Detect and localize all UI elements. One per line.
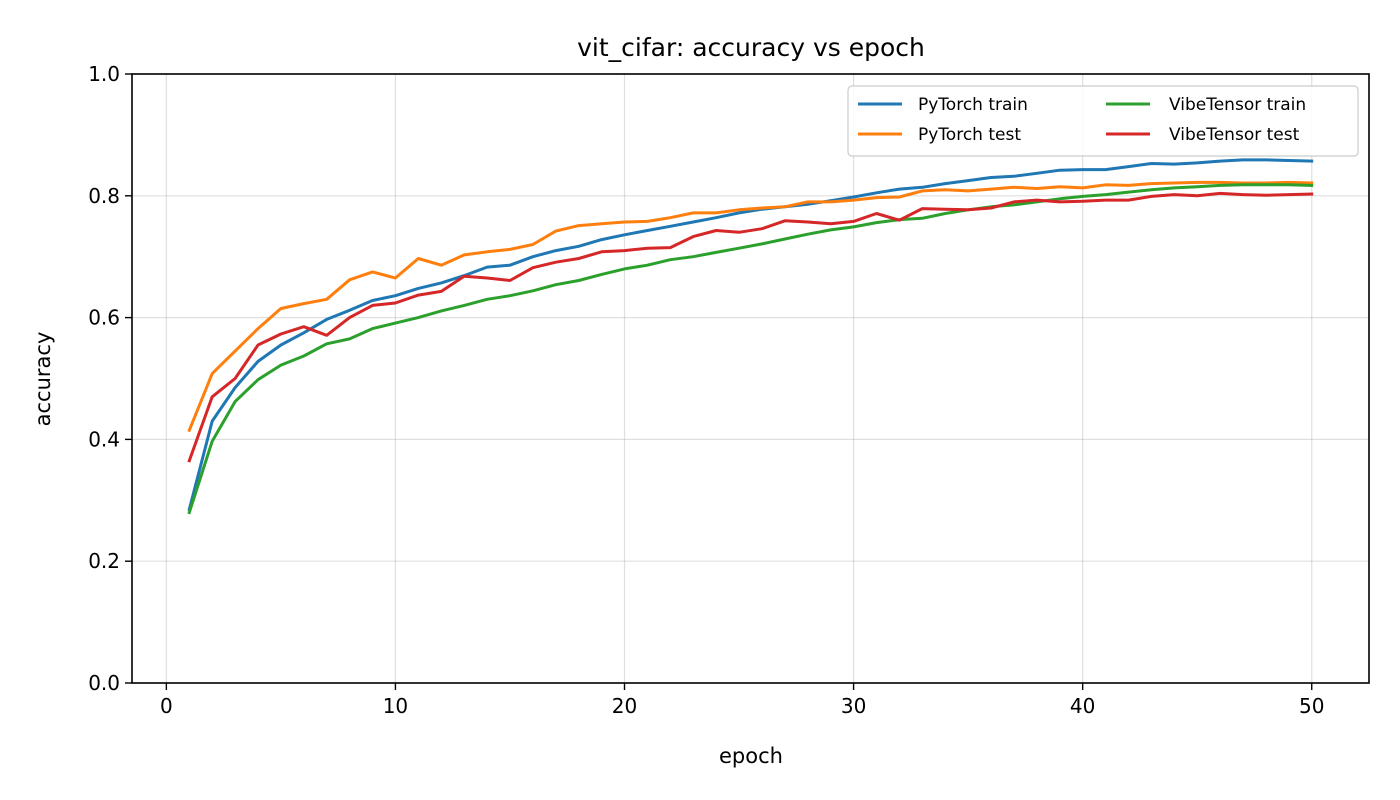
chart-title: vit_cifar: accuracy vs epoch (577, 33, 925, 62)
x-axis-label: epoch (719, 744, 783, 768)
legend-box (847, 85, 1359, 157)
y-tick-label: 0.2 (88, 549, 120, 573)
y-tick-label: 0.6 (88, 306, 120, 330)
gridlines (132, 73, 1369, 684)
y-tick-label: 0.0 (88, 671, 120, 695)
axis-ticks: 0 10 20 30 40 50 0.0 0.2 0.4 0.6 0.8 1.0 (88, 62, 1324, 718)
legend-label-pytorch-train: PyTorch train (918, 95, 1028, 115)
y-axis-label: accuracy (31, 332, 55, 427)
x-tick-label: 0 (160, 694, 173, 718)
series-lines (187, 158, 1314, 515)
y-tick-label: 0.4 (88, 427, 120, 451)
y-tick-label: 0.8 (88, 184, 120, 208)
series-line-pytorch-train (187, 158, 1314, 512)
series-line-vibetensor-test (187, 191, 1314, 463)
y-tick-label: 1.0 (88, 62, 120, 86)
x-tick-label: 30 (841, 694, 866, 718)
series-line-pytorch-test (187, 180, 1314, 433)
legend: PyTorch train PyTorch test VibeTensor tr… (847, 85, 1359, 157)
legend-label-vibetensor-train: VibeTensor train (1169, 95, 1306, 115)
x-tick-label: 40 (1070, 694, 1095, 718)
legend-label-pytorch-test: PyTorch test (918, 125, 1021, 145)
x-tick-label: 20 (612, 694, 637, 718)
x-tick-label: 10 (383, 694, 408, 718)
plot-area-frame (131, 73, 1370, 684)
legend-label-vibetensor-test: VibeTensor test (1169, 125, 1300, 145)
x-tick-label: 50 (1299, 694, 1324, 718)
series-line-vibetensor-train (187, 183, 1314, 515)
